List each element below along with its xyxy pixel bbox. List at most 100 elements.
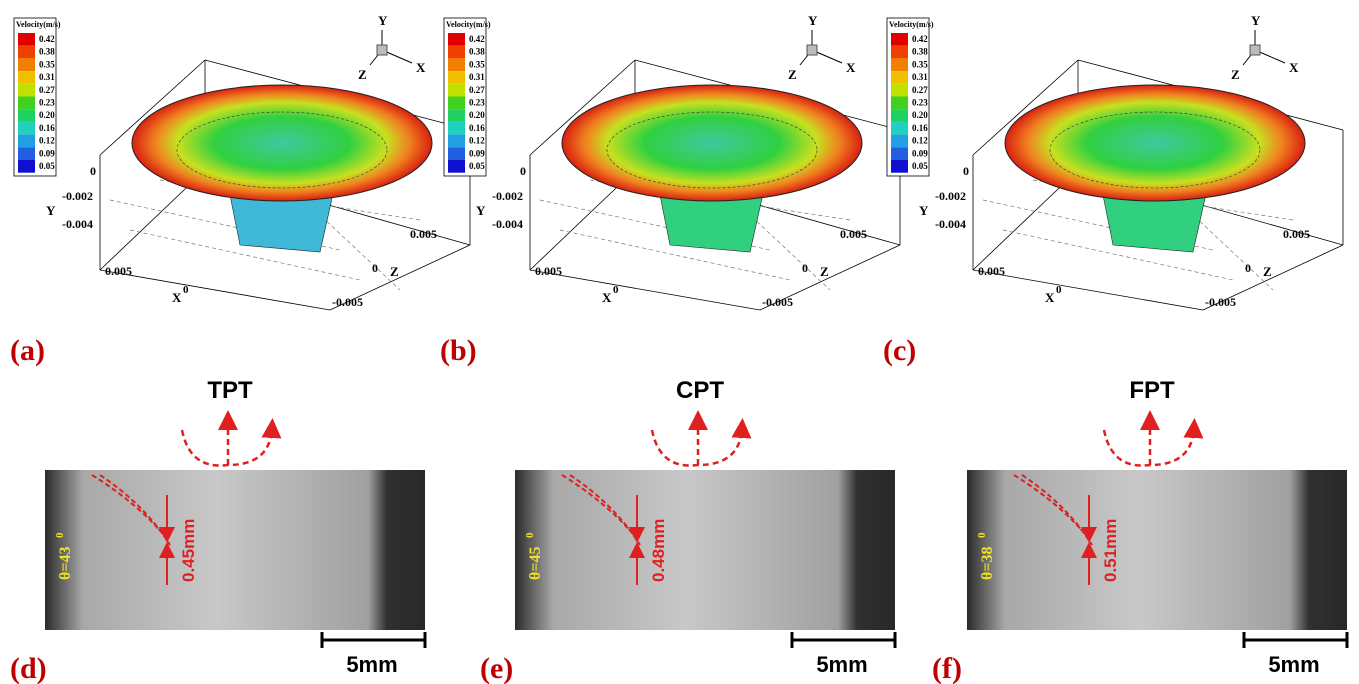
colorbar-band xyxy=(18,33,35,46)
triad-label: X xyxy=(846,60,856,75)
triad-label: Z xyxy=(358,67,367,82)
colorbar-band xyxy=(18,96,35,110)
thickness-label: 0.51mm xyxy=(1101,519,1120,582)
triad-label: Y xyxy=(1251,13,1261,28)
z-tick-label: 0 xyxy=(802,261,808,275)
colorbar-band xyxy=(448,96,465,110)
colorbar-tick: 0.42 xyxy=(912,34,928,44)
box-edge xyxy=(99,269,331,311)
angle-superscript: 0 xyxy=(54,532,66,538)
box-edge xyxy=(972,269,1204,311)
panel-label: (a) xyxy=(10,334,45,367)
colorbar-band xyxy=(448,160,465,173)
colorbar-band xyxy=(18,58,35,72)
colorbar-band xyxy=(448,109,465,122)
colorbar-tick: 0.12 xyxy=(912,136,928,146)
colorbar-band xyxy=(18,109,35,122)
y-tick-label: -0.004 xyxy=(62,217,93,231)
colorbar-tick: 0.35 xyxy=(469,59,485,69)
panel-label: (b) xyxy=(440,334,477,367)
colorbar-band xyxy=(448,33,465,46)
z-axis-title: Z xyxy=(820,264,829,279)
y-axis-title: Y xyxy=(476,203,486,218)
colorbar-band xyxy=(448,83,465,97)
box-edge xyxy=(529,59,636,156)
bowl-rim xyxy=(131,84,433,202)
panel-label: (d) xyxy=(10,652,47,684)
colorbar-band xyxy=(18,121,35,135)
colorbar-tick: 0.16 xyxy=(912,123,928,133)
z-tick-label: -0.005 xyxy=(332,295,363,309)
photo-panel: CPT θ=45 0 0.48mm 5mm (e) xyxy=(480,377,897,684)
colorbar-band xyxy=(448,121,465,135)
x-tick-label: 0 xyxy=(183,284,189,296)
x-tick-label: 0.005 xyxy=(535,264,562,278)
macrograph xyxy=(967,470,1347,630)
colorbar-tick: 0.31 xyxy=(39,72,55,82)
colorbar-tick: 0.05 xyxy=(912,161,928,171)
colorbar-band xyxy=(891,96,908,110)
x-axis-title: X xyxy=(602,290,612,305)
photo-title: FPT xyxy=(1129,377,1175,404)
colorbar-tick: 0.12 xyxy=(469,136,485,146)
y-tick-label: -0.002 xyxy=(62,189,93,203)
x-tick-label: 0.005 xyxy=(105,264,132,278)
colorbar-tick: 0.12 xyxy=(39,136,55,146)
colorbar-band xyxy=(891,45,908,59)
x-axis-title: X xyxy=(172,290,182,305)
photo-panel: TPT θ=43 0 0.45mm 5mm (d) xyxy=(10,377,427,684)
colorbar-title: Velocity(m/s) xyxy=(16,20,61,29)
panel-label: (c) xyxy=(883,334,916,367)
bowl-rim xyxy=(1004,84,1306,202)
colorbar-tick: 0.09 xyxy=(469,148,485,158)
colorbar-tick: 0.23 xyxy=(912,98,928,108)
angle-superscript: 0 xyxy=(976,532,988,538)
colorbar-band xyxy=(891,71,908,84)
panel: Velocity(m/s) 0.42 0.38 0.35 0.31 0.27 0.23 0.2… xyxy=(883,13,1344,367)
panel-label: (e) xyxy=(480,652,513,684)
colorbar-band xyxy=(891,134,908,148)
box-edge xyxy=(972,59,1079,156)
colorbar-tick: 0.16 xyxy=(39,123,55,133)
x-tick-label: 0 xyxy=(1056,284,1062,296)
x-axis-title: X xyxy=(1045,290,1055,305)
colorbar-tick: 0.38 xyxy=(912,47,928,57)
z-tick-label: -0.005 xyxy=(762,295,793,309)
y-tick-label: -0.002 xyxy=(492,189,523,203)
scale-label: 5mm xyxy=(816,652,867,677)
colorbar-tick: 0.20 xyxy=(39,110,55,120)
box-edge xyxy=(759,244,901,311)
colorbar-tick: 0.09 xyxy=(39,148,55,158)
z-tick-label: 0.005 xyxy=(840,227,867,241)
y-tick-label: -0.004 xyxy=(492,217,523,231)
colorbar-band xyxy=(891,58,908,72)
colorbar-tick: 0.20 xyxy=(469,110,485,120)
bowl-inner xyxy=(1049,111,1261,189)
y-axis-title: Y xyxy=(919,203,929,218)
colorbar-band xyxy=(448,45,465,59)
z-tick-label: 0.005 xyxy=(410,227,437,241)
colorbar-tick: 0.35 xyxy=(39,59,55,69)
panel: Velocity(m/s) 0.42 0.38 0.35 0.31 0.27 0.23 0.2… xyxy=(10,13,471,367)
colorbar-band xyxy=(448,58,465,72)
colorbar-tick: 0.38 xyxy=(469,47,485,57)
thickness-label: 0.45mm xyxy=(179,519,198,582)
colorbar-tick: 0.38 xyxy=(39,47,55,57)
colorbar-band xyxy=(448,134,465,148)
scale-label: 5mm xyxy=(346,652,397,677)
triad-label: Z xyxy=(1231,67,1240,82)
colorbar-title: Velocity(m/s) xyxy=(889,20,934,29)
y-tick-label: 0 xyxy=(963,164,969,178)
box-edge xyxy=(529,269,761,311)
z-axis-title: Z xyxy=(1263,264,1272,279)
y-tick-label: 0 xyxy=(90,164,96,178)
colorbar-tick: 0.05 xyxy=(469,161,485,171)
angle-label: θ=38 xyxy=(979,547,996,580)
colorbar-tick: 0.42 xyxy=(39,34,55,44)
photo-title: CPT xyxy=(676,377,724,404)
colorbar-band xyxy=(891,109,908,122)
colorbar-tick: 0.05 xyxy=(39,161,55,171)
triad-cube xyxy=(1249,44,1261,56)
colorbar-band xyxy=(448,71,465,84)
triad-cube xyxy=(376,44,388,56)
